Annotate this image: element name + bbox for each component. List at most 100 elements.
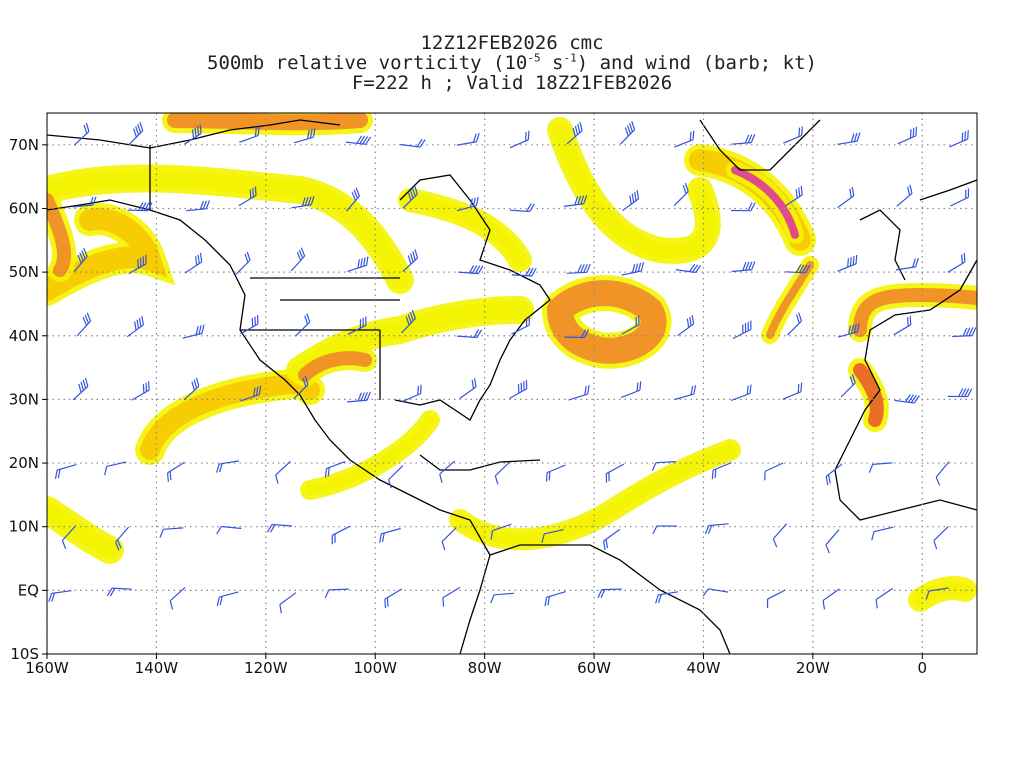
coastline-segment — [394, 174, 551, 421]
lon-label: 160W — [25, 659, 69, 677]
vorticity-band — [167, 113, 368, 131]
barb-feather — [577, 123, 581, 133]
wind-barb — [952, 327, 977, 338]
barb-feather — [525, 379, 528, 389]
barb-shaft — [782, 391, 802, 400]
barb-feather — [216, 596, 220, 606]
barb-shaft — [459, 386, 477, 399]
wind-barb — [456, 196, 479, 212]
barb-feather — [82, 316, 88, 326]
barb-feather — [196, 126, 200, 136]
wind-barb — [674, 385, 697, 401]
barb-feather — [856, 132, 861, 142]
barb-feather — [913, 395, 920, 404]
barb-feather — [490, 594, 495, 604]
wind-barb — [128, 122, 144, 146]
barb-feather — [193, 379, 198, 389]
barb-feather — [855, 254, 858, 264]
barb-feather — [254, 186, 257, 196]
barb-shaft — [72, 386, 89, 401]
wind-barb — [293, 375, 309, 400]
barb-feather — [414, 185, 418, 195]
barb-feather — [363, 391, 368, 401]
barb-shaft — [186, 208, 207, 212]
barb-feather — [477, 265, 484, 274]
barb-feather — [525, 317, 528, 327]
barb-feather — [692, 264, 699, 273]
barb-shaft — [731, 392, 751, 401]
wind-barb — [837, 132, 861, 145]
wind-barb — [182, 324, 205, 339]
barb-feather — [707, 525, 713, 534]
barb-feather — [875, 599, 878, 609]
lat-label: 30N — [9, 390, 39, 408]
barb-feather — [912, 128, 915, 137]
barb-feather — [579, 121, 583, 131]
wind-barb — [674, 130, 695, 148]
barb-feather — [136, 319, 140, 329]
wind-barb — [169, 586, 186, 610]
barb-feather — [572, 127, 576, 137]
wind-barb — [786, 312, 803, 336]
barb-shaft — [126, 324, 144, 338]
barb-shaft — [76, 320, 91, 337]
title-exp2: -1 — [563, 51, 577, 65]
barb-shaft — [822, 588, 840, 601]
barb-shaft — [840, 382, 856, 398]
title-field-text: 500mb relative vorticity (10 — [207, 52, 528, 74]
wind-barb — [545, 464, 566, 482]
barb-feather — [637, 262, 642, 272]
barb-feather — [116, 539, 122, 549]
barb-shaft — [893, 324, 912, 336]
barb-shaft — [347, 264, 367, 272]
wind-barb — [106, 587, 132, 597]
barb-feather — [137, 124, 142, 134]
barb-feather — [159, 529, 164, 538]
barb-shaft — [106, 461, 127, 468]
barb-feather — [577, 195, 582, 205]
barb-feather — [749, 384, 752, 394]
barb-shaft — [402, 257, 418, 273]
barb-feather — [324, 468, 328, 478]
wind-barb — [511, 267, 537, 277]
barb-feather — [249, 189, 252, 199]
barb-feather — [472, 197, 476, 207]
latitude-labels: 70N 60N 50N 40N 30N 20N 10N EQ 10S — [9, 136, 47, 663]
barb-shaft — [544, 529, 564, 535]
barb-feather — [961, 388, 967, 397]
wind-barb — [458, 264, 484, 275]
barb-shaft — [767, 589, 786, 600]
barb-feather — [847, 258, 850, 268]
barb-feather — [531, 267, 537, 277]
barb-feather — [798, 264, 805, 273]
barb-shaft — [622, 198, 639, 212]
lon-label: 120W — [244, 659, 288, 677]
barb-feather — [386, 597, 389, 607]
barb-feather — [750, 134, 756, 143]
wind-barb — [346, 187, 361, 212]
barb-feather — [252, 187, 255, 197]
barb-feather — [191, 381, 195, 391]
barb-feather — [580, 329, 587, 338]
wind-barb — [947, 388, 973, 398]
barb-feather — [166, 472, 170, 482]
barb-feather — [797, 383, 800, 393]
barb-feather — [137, 259, 139, 269]
coastline-segment — [459, 554, 491, 654]
barb-feather — [256, 315, 259, 325]
barb-feather — [871, 531, 875, 541]
barb-feather — [468, 264, 475, 274]
barb-shaft — [897, 135, 917, 145]
title-valid: F=222 h ; Valid 18Z21FEB2026 — [351, 72, 673, 94]
wind-barb — [825, 529, 840, 554]
wind-barb — [324, 588, 349, 599]
barb-feather — [798, 312, 803, 322]
wind-barb — [159, 527, 184, 538]
barb-feather — [48, 593, 53, 602]
barb-feather — [169, 600, 174, 610]
barb-feather — [868, 464, 874, 473]
barb-feather — [912, 258, 916, 268]
barb-feather — [139, 257, 142, 267]
barb-feather — [804, 264, 811, 274]
barb-shaft — [605, 463, 625, 475]
